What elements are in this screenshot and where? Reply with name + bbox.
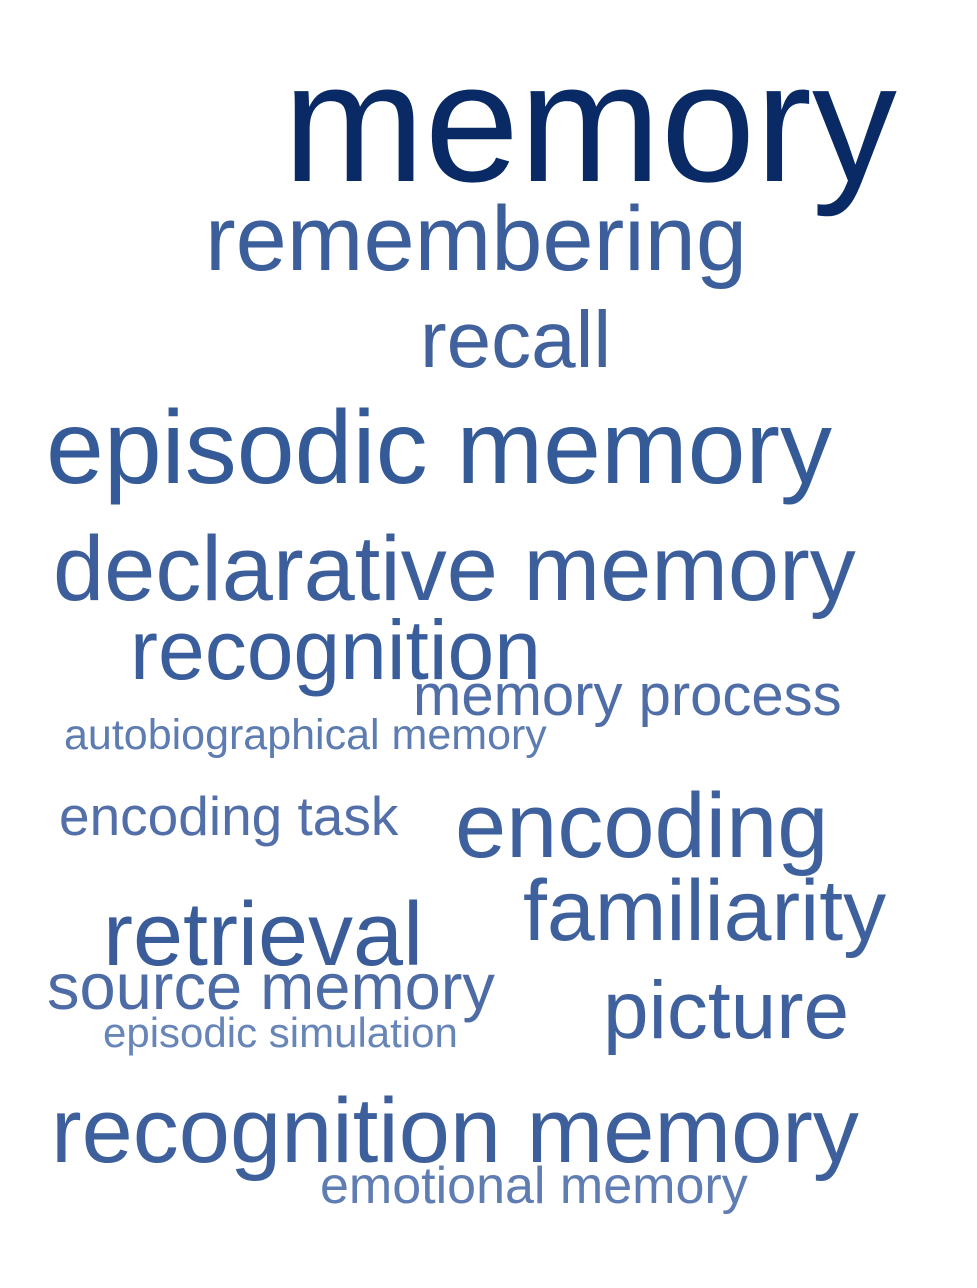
word-picture: picture <box>603 965 850 1056</box>
word-source-memory: source memory <box>47 950 495 1023</box>
word-retrieval: retrieval <box>103 885 424 985</box>
word-memory: memory <box>283 28 897 218</box>
word-recognition-memory: recognition memory <box>51 1080 859 1182</box>
word-autobiographical-memory: autobiographical memory <box>64 711 547 759</box>
word-episodic-memory: episodic memory <box>46 390 833 506</box>
word-declarative-memory: declarative memory <box>53 518 856 620</box>
word-emotional-memory: emotional memory <box>320 1157 748 1215</box>
word-recognition: recognition <box>130 603 541 697</box>
word-encoding-task: encoding task <box>59 785 399 847</box>
word-remembering: remembering <box>205 188 747 290</box>
word-encoding: encoding <box>455 775 829 877</box>
word-memory-process: memory process <box>413 663 842 728</box>
word-recall: recall <box>420 295 612 384</box>
word-episodic-simulation: episodic simulation <box>103 1009 458 1056</box>
word-familiarity: familiarity <box>523 863 887 959</box>
